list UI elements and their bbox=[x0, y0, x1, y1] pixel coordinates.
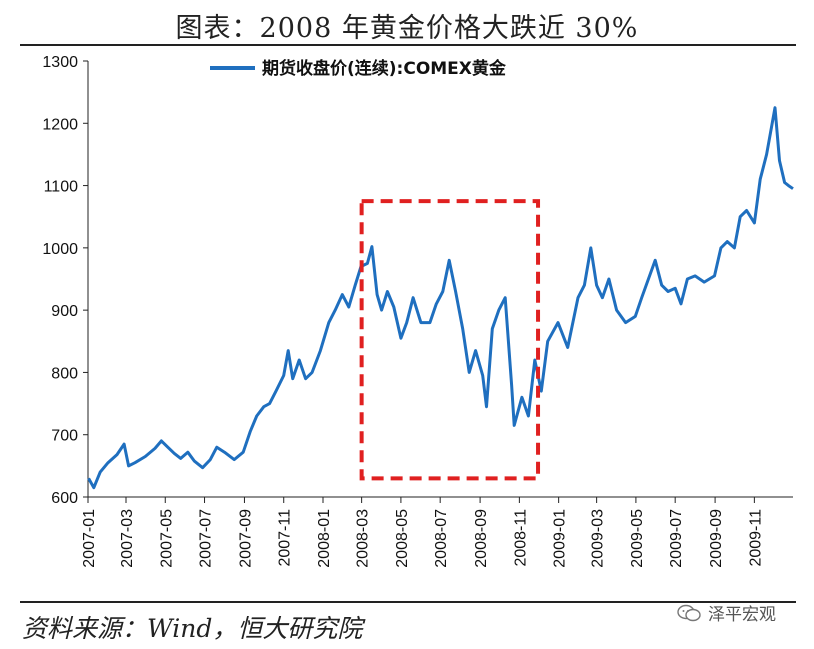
x-tick-label: 2007-03 bbox=[119, 509, 136, 568]
legend-label: 期货收盘价(连续):COMEX黄金 bbox=[262, 58, 507, 79]
highlight-box bbox=[359, 199, 541, 481]
x-tick-label: 2008-07 bbox=[433, 509, 450, 568]
x-tick-label: 2007-01 bbox=[81, 509, 98, 568]
y-tick-label: 800 bbox=[51, 365, 78, 382]
x-tick-label: 2009-09 bbox=[708, 509, 725, 568]
x-tick-label: 2007-05 bbox=[158, 509, 175, 568]
annotation-layer bbox=[359, 199, 541, 481]
wechat-logo-icon bbox=[677, 604, 701, 621]
x-tick-label: 2007-07 bbox=[198, 509, 215, 568]
axes: 600 700 800 900 1000 1100 1200 1300 2007-01 2007-… bbox=[42, 54, 793, 568]
x-tick-label: 2008-01 bbox=[316, 509, 333, 568]
x-tick-label: 2007-11 bbox=[277, 509, 294, 567]
x-tick-label: 2009-07 bbox=[668, 509, 685, 568]
y-tick-label: 900 bbox=[51, 303, 78, 320]
bottom-divider bbox=[20, 601, 796, 603]
x-tick-label: 2008-09 bbox=[473, 509, 490, 568]
series-lines bbox=[87, 106, 794, 490]
x-tick-label: 2008-03 bbox=[355, 509, 372, 568]
x-tick-label: 2009-11 bbox=[747, 509, 764, 567]
x-tick-label: 2007-09 bbox=[237, 509, 254, 568]
x-tick-label: 2008-11 bbox=[512, 509, 529, 567]
y-tick-label: 1300 bbox=[42, 54, 78, 71]
x-tick-label: 2008-05 bbox=[394, 509, 411, 568]
y-tick-label: 1100 bbox=[44, 179, 79, 196]
chart-title: 图表：2008 年黄金价格大跌近 30% bbox=[175, 13, 639, 44]
source-note: 资料来源：Wind，恒大研究院 bbox=[22, 614, 363, 643]
y-tick-label: 1000 bbox=[42, 241, 78, 258]
watermark: 泽平宏观 bbox=[676, 600, 776, 625]
x-tick-label: 2009-01 bbox=[552, 509, 569, 568]
y-tick-label: 700 bbox=[51, 428, 78, 445]
top-divider bbox=[20, 44, 796, 46]
x-tick-label: 2009-05 bbox=[629, 509, 646, 568]
y-tick-label: 600 bbox=[51, 490, 78, 507]
legend: 期货收盘价(连续):COMEX黄金 bbox=[210, 58, 507, 79]
series-line bbox=[87, 106, 794, 490]
x-tick-label: 2009-03 bbox=[590, 509, 607, 568]
gold-price-chart: 600 700 800 900 1000 1100 1200 1300 2007-01 2007-… bbox=[42, 54, 794, 568]
watermark-text: 泽平宏观 bbox=[708, 605, 776, 625]
y-tick-label: 1200 bbox=[42, 116, 78, 133]
